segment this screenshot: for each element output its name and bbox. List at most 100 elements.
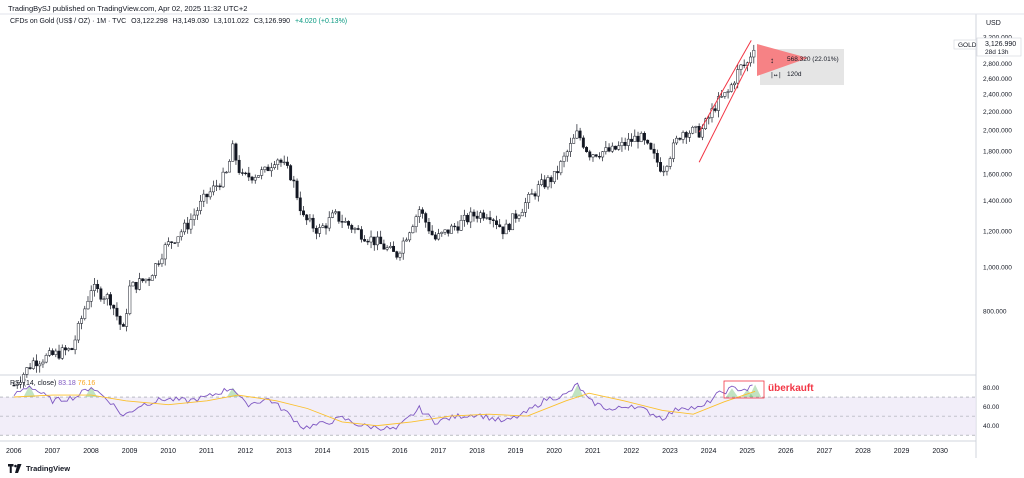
measure-arrow-icon: ↕ bbox=[770, 56, 774, 65]
candle-up bbox=[195, 210, 199, 216]
candle-up bbox=[228, 161, 231, 173]
candle-up bbox=[269, 167, 273, 172]
candle-down bbox=[134, 281, 138, 290]
candle-down bbox=[247, 172, 251, 178]
candle-up bbox=[440, 231, 444, 234]
candle-up bbox=[208, 191, 212, 198]
candle-down bbox=[112, 304, 116, 309]
candle-down bbox=[713, 108, 717, 111]
channel-upper-line[interactable] bbox=[698, 40, 752, 133]
candle-up bbox=[552, 171, 556, 183]
time-tick-label: 2013 bbox=[276, 448, 292, 455]
candle-down bbox=[655, 153, 659, 163]
candle-up bbox=[720, 96, 724, 98]
rsi-legend[interactable]: RSI (14, close) 83.18 76.16 bbox=[10, 380, 95, 387]
candle-up bbox=[707, 117, 711, 120]
candle-up bbox=[128, 285, 132, 314]
time-tick-label: 2030 bbox=[932, 448, 948, 455]
overbought-annotation[interactable]: überkauft bbox=[723, 380, 814, 399]
candle-up bbox=[417, 209, 421, 217]
candle-down bbox=[581, 137, 585, 148]
triangle-marker bbox=[757, 44, 808, 76]
candle-up bbox=[125, 313, 129, 327]
candle-down bbox=[57, 350, 61, 359]
rsi-value: 83.18 bbox=[58, 380, 76, 387]
close-value: C3,126.990 bbox=[253, 18, 291, 25]
candle-down bbox=[652, 148, 656, 154]
rsi-line bbox=[13, 382, 753, 431]
candle-down bbox=[466, 214, 469, 223]
candle-up bbox=[401, 240, 405, 254]
candle-down bbox=[495, 220, 498, 225]
candle-up bbox=[688, 132, 691, 138]
time-tick-label: 2026 bbox=[778, 448, 794, 455]
rsi-tick-label: 60.00 bbox=[983, 404, 1000, 411]
candle-down bbox=[250, 176, 254, 181]
candle-down bbox=[453, 225, 457, 228]
measure-tool[interactable]: ↕ 568.320 (22.01%) |↔| 120d bbox=[757, 44, 844, 85]
candle-down bbox=[607, 147, 611, 152]
candle-down bbox=[359, 229, 363, 240]
candle-down bbox=[99, 288, 103, 300]
price-tick-label: 2,000.000 bbox=[983, 128, 1012, 135]
candle-up bbox=[176, 236, 180, 243]
rsi-tick-label: 40.00 bbox=[983, 423, 1000, 430]
candle-down bbox=[585, 147, 589, 153]
candle-down bbox=[218, 185, 222, 188]
time-tick-label: 2007 bbox=[45, 448, 61, 455]
candle-up bbox=[282, 161, 286, 164]
candle-down bbox=[244, 172, 248, 175]
time-tick-label: 2011 bbox=[199, 448, 214, 455]
candle-down bbox=[51, 350, 55, 355]
candle-up bbox=[716, 96, 720, 111]
time-tick-label: 2018 bbox=[469, 448, 485, 455]
candle-down bbox=[372, 236, 376, 246]
candle-up bbox=[527, 194, 531, 203]
candle-down bbox=[285, 161, 289, 166]
candle-down bbox=[157, 263, 161, 265]
rsi-tick-label: 80.00 bbox=[983, 385, 1000, 392]
candle-up bbox=[253, 177, 257, 181]
candle-up bbox=[257, 175, 260, 178]
footer-brand: TradingView bbox=[26, 464, 71, 473]
time-tick-label: 2025 bbox=[739, 448, 755, 455]
candle-up bbox=[604, 147, 608, 152]
price-axis[interactable]: 800.000 1,000.000 1,200.000 1,400.000 1,600.… bbox=[983, 35, 1012, 316]
candle-up bbox=[25, 367, 29, 375]
symbol-legend[interactable]: CFDs on Gold (US$ / OZ) · 1M · TVC O3,12… bbox=[10, 18, 350, 25]
candle-up bbox=[38, 363, 42, 367]
candle-up bbox=[540, 179, 543, 185]
candle-down bbox=[543, 179, 547, 188]
candle-down bbox=[501, 226, 505, 235]
candle-up bbox=[749, 56, 753, 64]
candle-up bbox=[639, 132, 643, 142]
candle-down bbox=[118, 316, 122, 325]
rsi-background bbox=[0, 396, 976, 436]
candle-up bbox=[221, 171, 225, 188]
candle-up bbox=[575, 130, 579, 139]
channel-lower-line[interactable] bbox=[698, 61, 750, 163]
time-axis[interactable]: 2006 2007 2008 2009 2010 2011 2012 2013 2014 2015… bbox=[6, 448, 948, 455]
candle-up bbox=[668, 158, 672, 167]
rsi-overbought-fill bbox=[85, 386, 98, 398]
candle-up bbox=[739, 64, 743, 70]
footer[interactable]: TradingView bbox=[8, 464, 70, 473]
candle-up bbox=[47, 350, 51, 356]
candle-down bbox=[109, 294, 112, 306]
candle-down bbox=[597, 156, 601, 158]
candle-down bbox=[421, 209, 424, 214]
candle-down bbox=[337, 211, 341, 222]
candle-up bbox=[211, 185, 215, 193]
candle-up bbox=[511, 213, 515, 231]
candle-down bbox=[614, 145, 617, 150]
candle-up bbox=[22, 374, 26, 383]
rsi-series bbox=[13, 382, 762, 431]
candle-up bbox=[536, 184, 540, 197]
candle-up bbox=[44, 355, 48, 363]
candle-up bbox=[530, 193, 534, 195]
measure-bars: 120d bbox=[787, 71, 802, 78]
candle-up bbox=[617, 145, 621, 150]
candle-down bbox=[70, 348, 74, 351]
candle-down bbox=[533, 193, 537, 197]
